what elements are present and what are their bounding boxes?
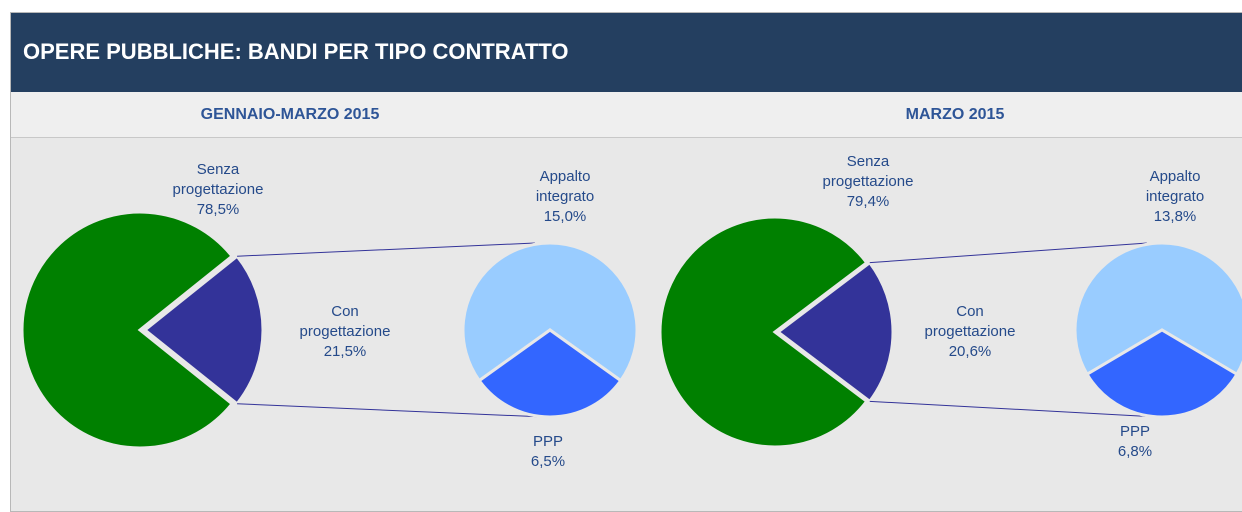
pie-slice <box>1073 241 1242 377</box>
connector-line <box>869 242 1148 264</box>
pie-slice <box>461 241 639 383</box>
pie-slice <box>477 328 623 419</box>
pie-slice <box>775 260 895 404</box>
slice-label: Con progettazione <box>924 303 1016 340</box>
connector-line <box>237 403 546 418</box>
slice-value: 6,5% <box>530 453 566 470</box>
chart-subtitle: GENNAIO-MARZO 2015 <box>200 106 380 123</box>
slice-label: PPP <box>1119 423 1150 440</box>
header: OPERE PUBBLICHE: BANDI PER TIPO CONTRATT… <box>11 13 1242 92</box>
pie-slice <box>142 254 265 406</box>
slice-value: 79,4% <box>846 193 890 210</box>
slice-value: 15,0% <box>543 208 587 225</box>
page-title: OPERE PUBBLICHE: BANDI PER TIPO CONTRATT… <box>23 39 569 64</box>
subtitle-band <box>11 92 1242 138</box>
pie-slice <box>1085 328 1239 419</box>
chart-subtitle: MARZO 2015 <box>905 106 1005 123</box>
pie-slice <box>658 215 869 449</box>
slice-label: Senza progettazione <box>822 153 914 190</box>
slice-label: Appalto integrato <box>535 168 595 205</box>
slice-value: 78,5% <box>196 201 240 218</box>
slice-label: PPP <box>532 433 563 450</box>
slice-value: 21,5% <box>323 343 367 360</box>
slice-label: Appalto integrato <box>1145 168 1205 205</box>
slice-value: 6,8% <box>1117 443 1153 460</box>
slice-value: 20,6% <box>948 343 992 360</box>
slice-label: Con progettazione <box>299 303 391 340</box>
slice-label: Senza progettazione <box>172 161 264 198</box>
slice-value: 13,8% <box>1153 208 1197 225</box>
connector-line <box>237 242 536 257</box>
connector-line <box>869 400 1158 418</box>
pie-slice <box>20 210 235 450</box>
